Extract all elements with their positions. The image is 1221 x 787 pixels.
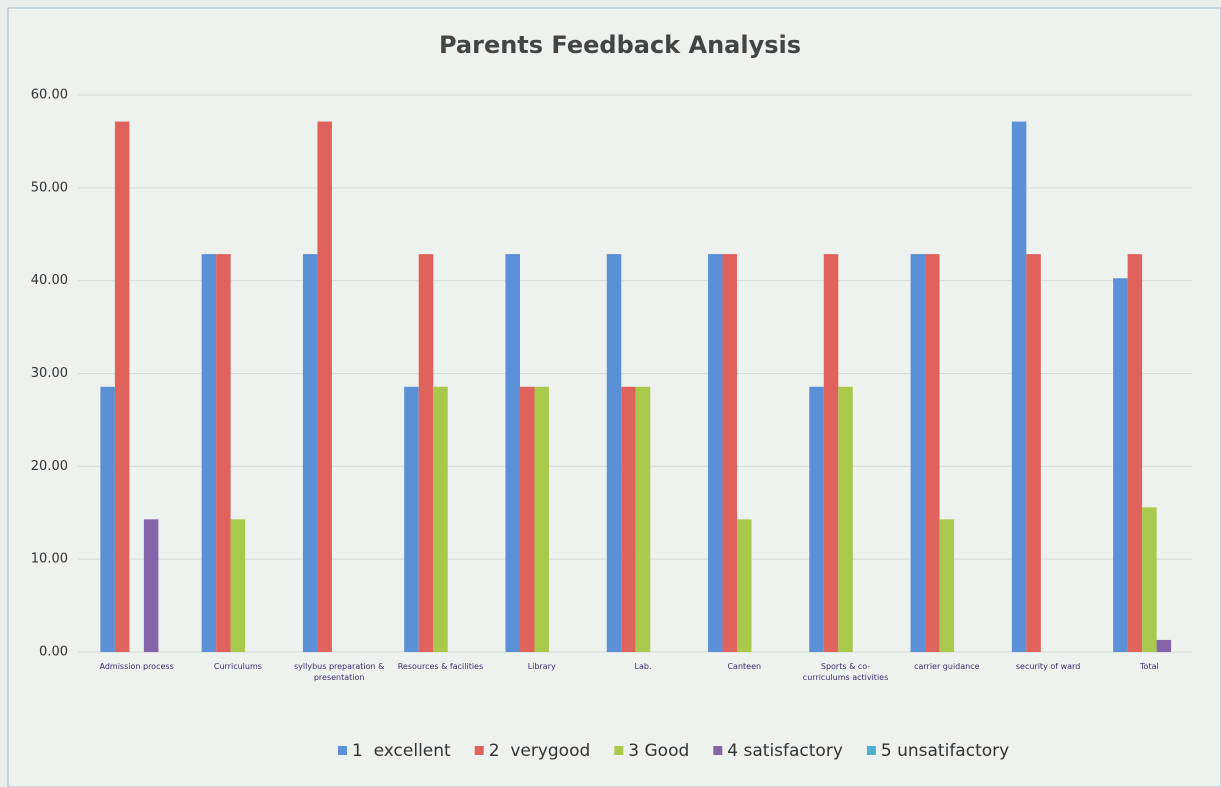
legend-label: 2 verygood <box>489 741 591 761</box>
y-tick-label: 20.00 <box>31 459 68 474</box>
bar <box>910 254 926 652</box>
bar <box>635 386 651 652</box>
bar <box>100 386 115 652</box>
bar <box>534 386 549 652</box>
bar <box>939 519 955 652</box>
y-tick-label: 30.00 <box>31 366 68 381</box>
legend-label: 4 satisfactory <box>727 741 843 761</box>
y-tick-label: 50.00 <box>31 180 68 195</box>
y-tick-label: 10.00 <box>31 552 68 567</box>
legend-label: 5 unsatifactory <box>881 741 1009 761</box>
bar <box>1113 278 1128 652</box>
y-tick-label: 40.00 <box>31 273 68 288</box>
y-tick-label: 60.00 <box>31 88 68 103</box>
bar <box>1011 121 1027 652</box>
y-tick-label: 0.00 <box>39 645 68 660</box>
bar <box>606 254 622 652</box>
bar <box>708 254 723 652</box>
bar <box>433 386 448 652</box>
x-tick-label: Sports & co-curriculums activities <box>802 662 889 682</box>
bar <box>621 386 636 652</box>
bar <box>230 519 246 652</box>
bar <box>302 254 318 652</box>
x-tick-label: Library <box>527 662 556 671</box>
bar <box>216 254 231 652</box>
chart-title: Parents Feedback Analysis <box>439 31 801 59</box>
x-tick-label: security of ward <box>1015 662 1081 671</box>
bar <box>404 386 419 652</box>
bar <box>505 254 520 652</box>
x-tick-label: Admission process <box>99 662 174 671</box>
bar <box>418 254 434 652</box>
x-tick-label: Lab. <box>634 662 652 671</box>
legend-swatch <box>474 746 484 755</box>
bar <box>722 254 738 652</box>
bar <box>1127 254 1143 652</box>
bar <box>143 519 159 652</box>
bar <box>823 254 839 652</box>
bar <box>201 254 217 652</box>
legend-swatch <box>866 746 876 755</box>
bar <box>1026 254 1041 652</box>
bar <box>1142 507 1157 652</box>
legend-label: 3 Good <box>628 741 689 761</box>
x-tick-label: syllybus preparation & presentation <box>294 662 385 682</box>
x-tick-label: carrier guidance <box>914 662 980 671</box>
x-tick-label: Total <box>1140 662 1159 671</box>
legend-swatch <box>614 746 624 755</box>
x-tick-label: Resources & facilities <box>397 662 484 671</box>
bar <box>519 386 535 652</box>
bar <box>1156 639 1172 652</box>
bar <box>809 386 824 652</box>
bar <box>737 519 752 652</box>
bar <box>925 254 940 652</box>
bar <box>114 121 130 652</box>
x-tick-label: Canteen <box>727 662 762 671</box>
legend-swatch <box>338 746 347 755</box>
bar <box>838 386 853 652</box>
bar <box>317 121 332 652</box>
legend-label: 1 excellent <box>352 741 451 761</box>
x-tick-label: Curriculums <box>213 662 262 671</box>
legend-swatch <box>713 746 723 755</box>
